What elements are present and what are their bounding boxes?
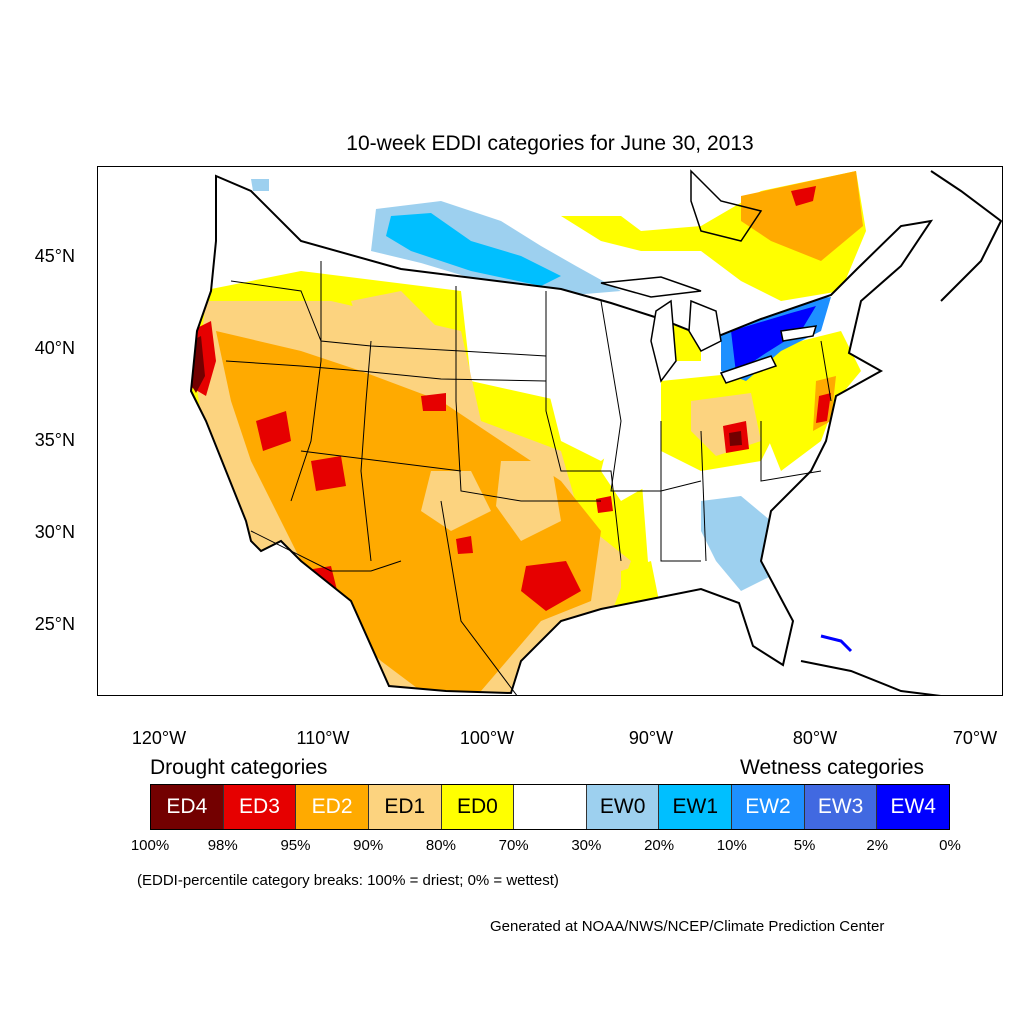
- legend-break-label: 5%: [793, 837, 816, 854]
- legend-swatch-neutral: [514, 785, 587, 829]
- wetness-heading: Wetness categories: [740, 756, 925, 779]
- legend-swatch-ed0: ED0: [441, 785, 515, 829]
- lat-label-25: 25°N: [34, 614, 75, 634]
- legend-swatch-ew2: EW2: [732, 785, 805, 829]
- canada-wet-spot: [251, 179, 269, 191]
- legend-break-label: 90%: [353, 837, 384, 854]
- legend-break-label: 95%: [280, 837, 311, 854]
- legend-swatch-ew0: EW0: [586, 785, 660, 829]
- great-lakes: [600, 276, 818, 384]
- canada-coast: [690, 169, 763, 242]
- lat-label-45: 45°N: [34, 246, 75, 266]
- drought-heading: Drought categories: [150, 756, 328, 779]
- lon-label-120: 120°W: [131, 728, 187, 748]
- credit-line: Generated at NOAA/NWS/NCEP/Climate Predi…: [490, 918, 885, 935]
- eddi-map: [189, 169, 1002, 695]
- lon-label-80: 80°W: [792, 728, 838, 748]
- legend-break-label: 70%: [498, 837, 529, 854]
- legend-colorbar: ED4 ED3 ED2 ED1 ED0 EW0 EW1 EW2 EW3 EW4: [150, 784, 950, 830]
- legend-swatch-ew4: EW4: [877, 785, 950, 829]
- quebec-ed3-spot: [791, 186, 816, 206]
- legend-swatch-ed2: ED2: [296, 785, 369, 829]
- legend-break-label: 80%: [425, 837, 456, 854]
- lat-label-40: 40°N: [34, 338, 75, 358]
- maritimes-coast: [930, 170, 1002, 302]
- lon-label-110: 110°W: [296, 728, 350, 748]
- map-title: 10-week EDDI categories for June 30, 201…: [346, 132, 754, 155]
- map-panel: [97, 166, 1003, 696]
- state-boundaries: [225, 261, 832, 695]
- lon-label-100: 100°W: [459, 728, 515, 748]
- legend-break-label: 20%: [644, 837, 675, 854]
- quebec-ed2-region: [741, 171, 863, 261]
- legend-swatch-ed4: ED4: [151, 785, 224, 829]
- northern-plains-ew1-region: [386, 213, 561, 286]
- legend-swatch-ew1: EW1: [659, 785, 733, 829]
- legend-swatch-ew3: EW3: [804, 785, 878, 829]
- legend-break-label: 100%: [130, 837, 170, 854]
- legend-swatch-ed3: ED3: [223, 785, 297, 829]
- legend-break-label: 98%: [207, 837, 238, 854]
- legend-swatch-ed1: ED1: [368, 785, 442, 829]
- legend-break-label: 2%: [866, 837, 889, 854]
- legend-break-label: 30%: [571, 837, 602, 854]
- legend-break-label: 0%: [939, 837, 961, 854]
- lon-label-70: 70°W: [952, 728, 998, 748]
- breaks-note: (EDDI-percentile category breaks: 100% =…: [137, 872, 559, 889]
- lat-label-35: 35°N: [34, 430, 75, 450]
- cuba-coast: [800, 660, 942, 695]
- lon-label-90: 90°W: [628, 728, 674, 748]
- bahamas-wet: [820, 634, 853, 653]
- us-coastline: [189, 174, 934, 695]
- lat-label-30: 30°N: [34, 522, 75, 542]
- legend-break-label: 10%: [716, 837, 747, 854]
